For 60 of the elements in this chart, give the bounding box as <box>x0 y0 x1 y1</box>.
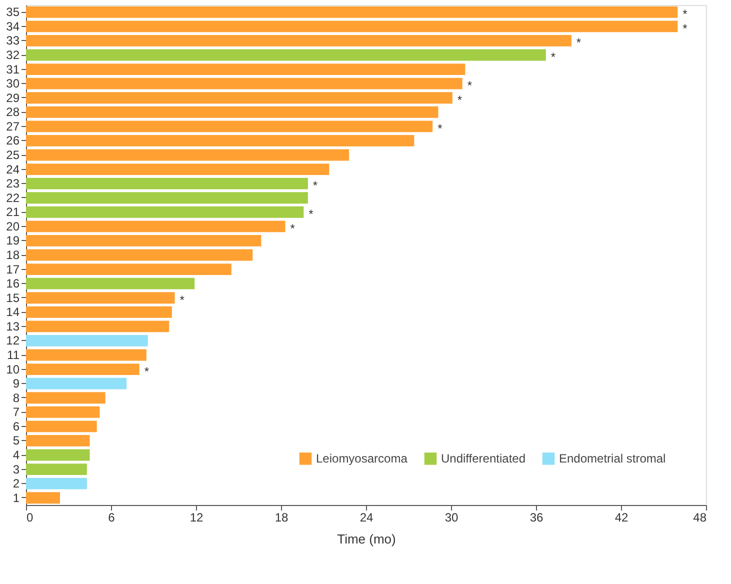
legend-label: Endometrial stromal <box>559 452 666 466</box>
annotation: * <box>576 36 582 50</box>
x-tick-label: 24 <box>360 510 374 524</box>
y-tick-label: 27 <box>6 119 20 134</box>
y-tick-label: 34 <box>6 19 20 34</box>
annotation: * <box>290 221 296 236</box>
y-tick-label: 13 <box>6 319 20 334</box>
y-tick-label: 30 <box>6 76 20 91</box>
annotation: * <box>180 292 185 307</box>
annotation: * <box>682 7 688 22</box>
y-tick-label: 21 <box>6 205 20 220</box>
y-tick-label: 26 <box>6 134 20 148</box>
x-tick-label: 42 <box>614 510 628 524</box>
y-tick-label: 10 <box>6 362 20 376</box>
x-tick-label: 30 <box>444 510 458 524</box>
y-tick-label: 4 <box>12 448 20 462</box>
annotation: * <box>682 21 688 36</box>
y-tick-label: 29 <box>6 90 20 105</box>
annotation: * <box>438 121 443 136</box>
x-tick-label: 48 <box>693 510 707 524</box>
y-tick-label: 3 <box>12 462 20 476</box>
annotation: * <box>308 207 314 222</box>
legend-label: Leiomyosarcoma <box>316 452 408 466</box>
x-tick-label: 36 <box>530 510 544 524</box>
x-tick-label: 12 <box>190 510 204 524</box>
y-tick-label: 16 <box>6 276 20 291</box>
y-tick-label: 1 <box>12 490 20 505</box>
y-tick-label: 23 <box>6 176 20 191</box>
x-axis-title: Time (mo) <box>337 532 396 546</box>
y-tick-label: 12 <box>6 334 20 348</box>
y-tick-label: 33 <box>6 34 20 48</box>
y-tick-label: 22 <box>6 190 20 205</box>
y-tick-label: 15 <box>6 290 20 305</box>
y-tick-label: 8 <box>12 390 20 405</box>
y-tick-label: 35 <box>6 5 20 20</box>
x-tick-label: 6 <box>108 510 116 524</box>
y-tick-label: 2 <box>12 476 20 491</box>
y-tick-label: 31 <box>6 62 20 76</box>
y-tick-label: 32 <box>6 48 20 62</box>
y-tick-label: 11 <box>7 348 20 362</box>
y-tick-label: 9 <box>12 376 20 391</box>
y-tick-label: 24 <box>6 162 20 176</box>
y-tick-label: 6 <box>12 419 20 434</box>
legend-label: Undifferentiated <box>441 452 526 466</box>
x-tick-label: 18 <box>274 510 288 524</box>
y-tick-label: 20 <box>6 219 20 234</box>
annotation: * <box>457 92 462 107</box>
y-tick-label: 5 <box>12 434 20 448</box>
y-tick-label: 19 <box>6 234 20 248</box>
y-tick-label: 14 <box>6 305 20 320</box>
y-tick-label: 28 <box>6 105 20 120</box>
annotation: * <box>467 78 472 93</box>
annotation: * <box>312 178 318 193</box>
y-tick-label: 17 <box>6 262 20 276</box>
x-tick-label: 0 <box>26 510 34 524</box>
y-tick-label: 25 <box>6 148 20 162</box>
y-tick-label: 7 <box>12 405 20 420</box>
annotation: * <box>144 364 150 378</box>
y-tick-label: 18 <box>6 248 20 262</box>
annotation: * <box>550 50 556 64</box>
